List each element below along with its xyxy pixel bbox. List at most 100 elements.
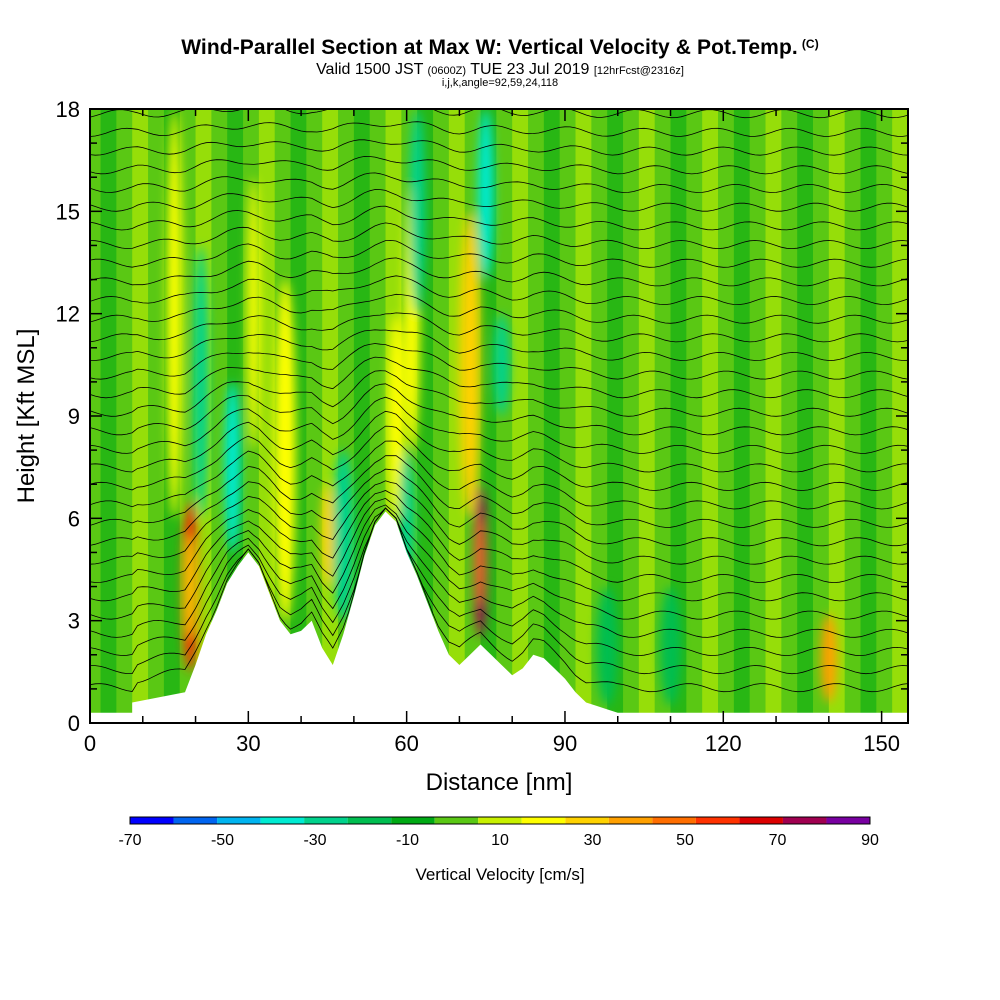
colorbar-tick-label: -30 bbox=[303, 832, 326, 849]
colorbar-swatch bbox=[478, 817, 522, 824]
isentrope-line bbox=[90, 383, 908, 436]
y-tick-label: 15 bbox=[56, 199, 80, 224]
chart-title: Wind-Parallel Section at Max W: Vertical… bbox=[0, 36, 1000, 60]
grid-params: i,j,k,angle=92,59,24,118 bbox=[441, 77, 559, 89]
velocity-band bbox=[670, 109, 687, 723]
colorbar-swatch bbox=[782, 817, 827, 824]
velocity-cell bbox=[477, 109, 494, 280]
x-tick-label: 30 bbox=[236, 731, 260, 756]
colorbar-tick-label: -10 bbox=[396, 832, 419, 849]
velocity-band bbox=[860, 109, 877, 723]
colorbar: -70 -50 -30 -10 10 30 50 70 90 bbox=[118, 816, 879, 849]
isentrope-line bbox=[90, 205, 908, 231]
isentrope-line bbox=[90, 440, 908, 510]
colorbar-swatch bbox=[608, 817, 653, 824]
isentrope-line bbox=[90, 84, 908, 99]
y-tick-label: 18 bbox=[56, 97, 80, 122]
isentrope-line bbox=[90, 507, 908, 638]
plot-area bbox=[90, 84, 908, 723]
colorbar-tick-label: 50 bbox=[676, 832, 694, 849]
colorbar-title: Vertical Velocity [cm/s] bbox=[415, 865, 584, 884]
velocity-cell-core bbox=[185, 535, 195, 638]
isentrope-line bbox=[90, 507, 908, 693]
colorbar-tick-label: 10 bbox=[491, 832, 509, 849]
y-tick-label: 3 bbox=[68, 609, 80, 634]
x-tick-label: 0 bbox=[84, 731, 96, 756]
valid-time: Valid 1500 JST bbox=[316, 61, 424, 78]
valid-date: TUE 23 Jul 2019 bbox=[470, 61, 590, 78]
y-tick-label: 6 bbox=[68, 506, 80, 531]
x-tick-label: 60 bbox=[394, 731, 418, 756]
y-axis-title: Height [Kft MSL] bbox=[13, 329, 40, 504]
velocity-cell bbox=[332, 450, 354, 621]
isentrope-line bbox=[90, 121, 908, 137]
velocity-cell bbox=[321, 484, 334, 587]
velocity-band bbox=[638, 109, 655, 723]
colorbar-swatch bbox=[304, 817, 348, 824]
colorbar-swatch bbox=[130, 817, 174, 824]
velocity-cell bbox=[820, 613, 837, 703]
copyright-mark: (C) bbox=[801, 37, 819, 51]
isentrope-line bbox=[90, 172, 908, 194]
isentrope-line bbox=[90, 275, 908, 306]
velocity-band bbox=[132, 109, 149, 723]
colorbar-tick-label: 30 bbox=[584, 832, 602, 849]
isentrope-line bbox=[90, 396, 908, 454]
isentrope-line bbox=[90, 507, 908, 675]
chart-subtitle: Valid 1500 JST (0600Z) TUE 23 Jul 2019 [… bbox=[0, 61, 1000, 79]
velocity-band bbox=[797, 109, 814, 723]
velocity-cell bbox=[659, 586, 682, 706]
velocity-band bbox=[512, 109, 529, 723]
velocity-band bbox=[258, 109, 275, 723]
colorbar-swatch bbox=[695, 817, 740, 824]
isentrope-line bbox=[90, 490, 908, 584]
forecast-info: [12hrFcst@2316z] bbox=[593, 65, 684, 77]
isentrope-line bbox=[90, 293, 908, 324]
isentrope-line bbox=[90, 504, 908, 620]
velocity-band bbox=[607, 109, 624, 723]
colorbar-swatch bbox=[521, 817, 566, 824]
title-text: Wind-Parallel Section at Max W: Vertical… bbox=[181, 36, 798, 59]
x-tick-label: 120 bbox=[705, 731, 742, 756]
isentrope-line bbox=[90, 356, 908, 399]
velocity-cell bbox=[224, 381, 241, 553]
velocity-cell bbox=[596, 586, 618, 706]
colorbar-tick-label: -50 bbox=[211, 832, 234, 849]
colorbar-swatch bbox=[565, 817, 609, 824]
velocity-cell bbox=[247, 177, 260, 451]
isentrope-line bbox=[90, 257, 908, 287]
colorbar-frame bbox=[129, 816, 871, 825]
velocity-cell-core bbox=[476, 514, 485, 608]
velocity-features bbox=[166, 109, 837, 706]
isentrope-line bbox=[90, 109, 908, 119]
velocity-band bbox=[575, 109, 592, 723]
velocity-band bbox=[290, 109, 307, 723]
colorbar-tick-label: 90 bbox=[861, 832, 879, 849]
isentrope-line bbox=[90, 139, 908, 156]
colorbar-swatch bbox=[217, 817, 261, 824]
colorbar-tick-label: -70 bbox=[118, 832, 141, 849]
colorbar-swatch bbox=[391, 817, 435, 824]
isentrope-line bbox=[90, 155, 908, 175]
colorbar-swatch bbox=[173, 817, 218, 824]
y-tick-label: 9 bbox=[68, 404, 80, 429]
x-tick-label: 90 bbox=[553, 731, 577, 756]
isentrope-line bbox=[90, 425, 908, 491]
colorbar-tick-label: 70 bbox=[769, 832, 787, 849]
velocity-band bbox=[543, 109, 560, 723]
colorbar-swatch bbox=[260, 817, 305, 824]
velocity-cell bbox=[459, 211, 481, 519]
isentrope-line bbox=[90, 343, 908, 380]
colorbar-swatch bbox=[739, 817, 783, 824]
velocity-band bbox=[828, 109, 845, 723]
isentrope-line bbox=[90, 329, 908, 361]
colorbar-swatch bbox=[826, 817, 870, 824]
y-tick-label: 12 bbox=[56, 302, 80, 327]
velocity-band bbox=[702, 109, 719, 723]
valid-zulu: (0600Z) bbox=[427, 65, 467, 77]
colorbar-swatch bbox=[434, 817, 479, 824]
velocity-cell bbox=[493, 313, 510, 417]
x-tick-label: 150 bbox=[863, 731, 900, 756]
isentrope-line bbox=[90, 189, 908, 212]
